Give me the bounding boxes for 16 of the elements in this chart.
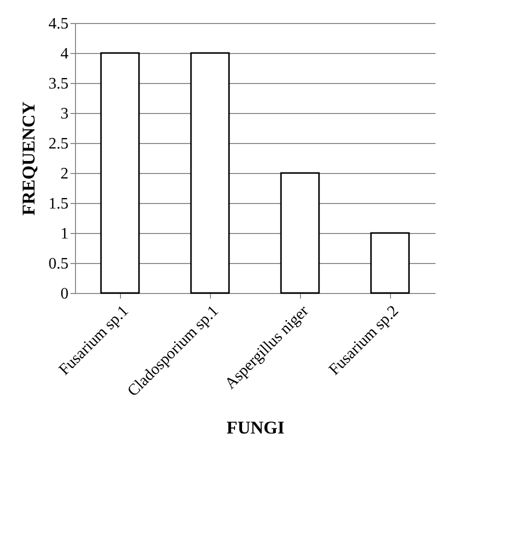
y-tick-label: 0.5 <box>48 256 68 272</box>
y-tick-label: 4 <box>60 46 68 62</box>
y-tick-label: 0 <box>60 286 68 302</box>
bar <box>280 172 320 294</box>
y-tick-label: 3 <box>60 106 68 122</box>
y-tick-label: 4.5 <box>48 16 68 32</box>
y-tick-label: 1 <box>60 226 68 242</box>
y-tick-label: 2.5 <box>48 136 68 152</box>
y-tick-label: 1.5 <box>48 196 68 212</box>
bar <box>190 52 230 294</box>
bar <box>370 232 410 294</box>
y-tick-label: 2 <box>60 166 68 182</box>
x-axis-title: FUNGI <box>226 417 284 438</box>
y-tick-label: 3.5 <box>48 76 68 92</box>
bar <box>100 52 140 294</box>
y-axis-title: FREQUENCY <box>18 101 38 216</box>
